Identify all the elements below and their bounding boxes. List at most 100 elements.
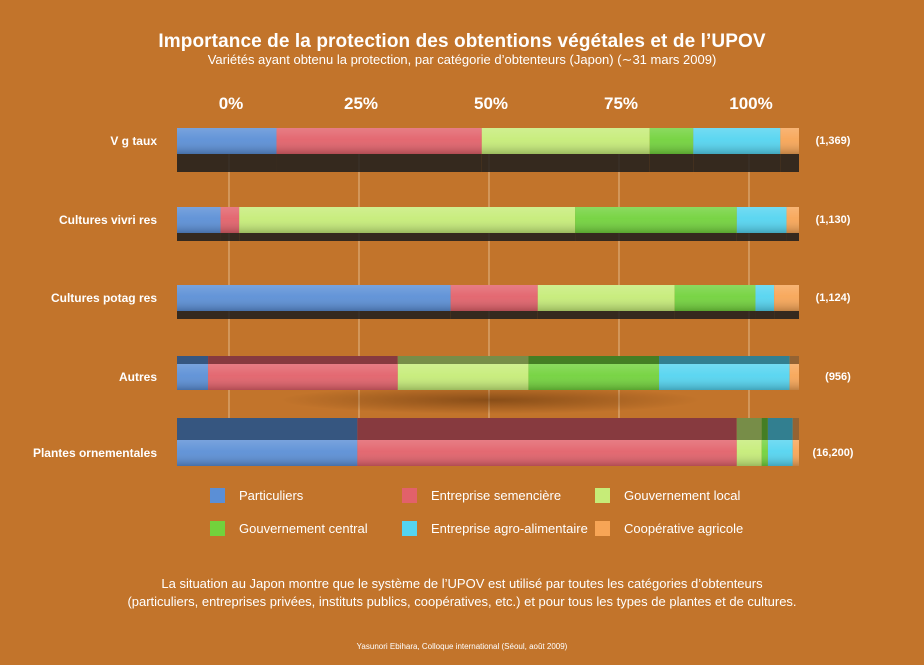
bar-depth-face: [786, 233, 799, 241]
bar-segment-shading: [177, 285, 451, 311]
bar-top-face: [736, 418, 762, 440]
total-count-label: (1,130): [816, 214, 851, 226]
footnote-line-1: La situation au Japon montre que le syst…: [161, 576, 763, 591]
legend-swatch: [210, 521, 225, 536]
category-label: Cultures potag res: [51, 291, 157, 305]
bar-segment-shading: [208, 364, 398, 390]
category-labels: V g taux (1,369) Cultures vivri res (1,130)…: [33, 134, 854, 460]
total-count-label: (956): [825, 371, 851, 383]
bar-segment-shading: [659, 364, 790, 390]
category-label: Plantes ornementales: [33, 446, 157, 460]
bar-top-face: [767, 418, 793, 440]
category-label: Cultures vivri res: [59, 213, 157, 227]
bar-top-face: [177, 418, 358, 440]
bar-segment-shading: [761, 440, 768, 466]
total-count-label: (1,124): [816, 292, 851, 304]
bar-top-face: [659, 356, 790, 364]
bar-segment-shading: [528, 364, 660, 390]
bar-depth-face: [693, 154, 781, 172]
chart-subtitle: Variétés ayant obtenu la protection, par…: [207, 52, 717, 67]
legend-item: Gouvernement local: [595, 488, 740, 503]
bar-top-face: [792, 418, 799, 440]
legend-item: Gouvernement central: [210, 521, 368, 536]
legend-label: Entreprise semencière: [431, 488, 562, 503]
x-tick-label: 25%: [344, 94, 378, 113]
bar-top-shade: [208, 356, 398, 364]
footnote: La situation au Japon montre que le syst…: [0, 575, 924, 611]
legend-label: Coopérative agricole: [624, 521, 744, 536]
bar-segment-shading: [239, 207, 576, 233]
bar-segment-shading: [450, 285, 538, 311]
bar-segment-shading: [674, 285, 756, 311]
chart-title: Importance de la protection des obtentio…: [158, 31, 766, 52]
legend-swatch: [595, 488, 610, 503]
bar-segment-shading: [276, 128, 482, 154]
category-label: Autres: [119, 370, 157, 384]
bar-depth-face: [177, 233, 221, 241]
bar-top-face: [397, 356, 529, 364]
legend-item: Entreprise agro-alimentaire: [402, 521, 588, 536]
legend-label: Entreprise agro-alimentaire: [431, 521, 588, 536]
bar-segment-shading: [693, 128, 781, 154]
stacked-bar-chart: 0% 25% 50% 75% 100% V g taux (1,369) Cultures …: [33, 94, 854, 466]
bar-top-face: [177, 356, 209, 364]
bar-top-face: [789, 356, 799, 364]
bar-top-face: [208, 356, 398, 364]
bar-top-face: [528, 356, 660, 364]
bar-top-shade: [397, 356, 529, 364]
x-tick-label: 75%: [604, 94, 638, 113]
bar-depth-face: [276, 154, 482, 172]
category-label: V g taux: [110, 134, 157, 148]
bar-depth-face: [239, 233, 576, 241]
legend-item: Coopérative agricole: [595, 521, 743, 536]
bar-depth-face: [177, 311, 451, 319]
bar-segment-shading: [220, 207, 240, 233]
bar-segment-shading: [736, 207, 787, 233]
x-tick-label: 50%: [474, 94, 508, 113]
bar-depth-face: [481, 154, 650, 172]
bar-segment-shading: [177, 128, 277, 154]
bar-segment-shading: [649, 128, 694, 154]
bar-depth-face: [736, 233, 787, 241]
bar-top-shade: [528, 356, 660, 364]
bar-group: [177, 285, 799, 319]
bar-segment-shading: [397, 364, 529, 390]
bar-segment-shading: [774, 285, 799, 311]
bar-top-face: [357, 418, 737, 440]
bar-top-shade: [357, 418, 737, 440]
bar-segment-shading: [786, 207, 799, 233]
legend-swatch: [402, 521, 417, 536]
bar-depth-face: [220, 233, 240, 241]
bar-top-shade: [177, 418, 358, 440]
bar-segment-shading: [780, 128, 799, 154]
bar-depth-face: [774, 311, 799, 319]
bar-depth-face: [674, 311, 756, 319]
bar-segment-shading: [755, 285, 775, 311]
x-tick-label: 0%: [219, 94, 244, 113]
bar-depth-face: [755, 311, 775, 319]
bar-top-shade: [659, 356, 790, 364]
bar-depth-face: [649, 154, 694, 172]
x-axis-ticks: 0% 25% 50% 75% 100%: [219, 94, 773, 113]
bar-segment-shading: [177, 364, 209, 390]
total-count-label: (1,369): [816, 135, 851, 147]
bar-shadow: [280, 386, 700, 414]
source-credit: Yasunori Ebihara, Colloque international…: [356, 642, 568, 651]
bar-segment-shading: [792, 440, 799, 466]
bar-depth-face: [780, 154, 799, 172]
x-tick-label: 100%: [729, 94, 772, 113]
bar-depth-face: [177, 154, 277, 172]
bar-segment-shading: [789, 364, 799, 390]
bars: [177, 128, 799, 466]
bar-group: [177, 418, 799, 466]
bar-top-shade: [736, 418, 762, 440]
bar-top-shade: [177, 356, 209, 364]
bar-group: [177, 356, 799, 390]
bar-segment-shading: [357, 440, 737, 466]
bar-segment-shading: [537, 285, 675, 311]
legend-swatch: [402, 488, 417, 503]
bar-top-shade: [792, 418, 799, 440]
bar-segment-shading: [177, 440, 358, 466]
legend-label: Gouvernement local: [624, 488, 741, 503]
bar-depth-face: [450, 311, 538, 319]
